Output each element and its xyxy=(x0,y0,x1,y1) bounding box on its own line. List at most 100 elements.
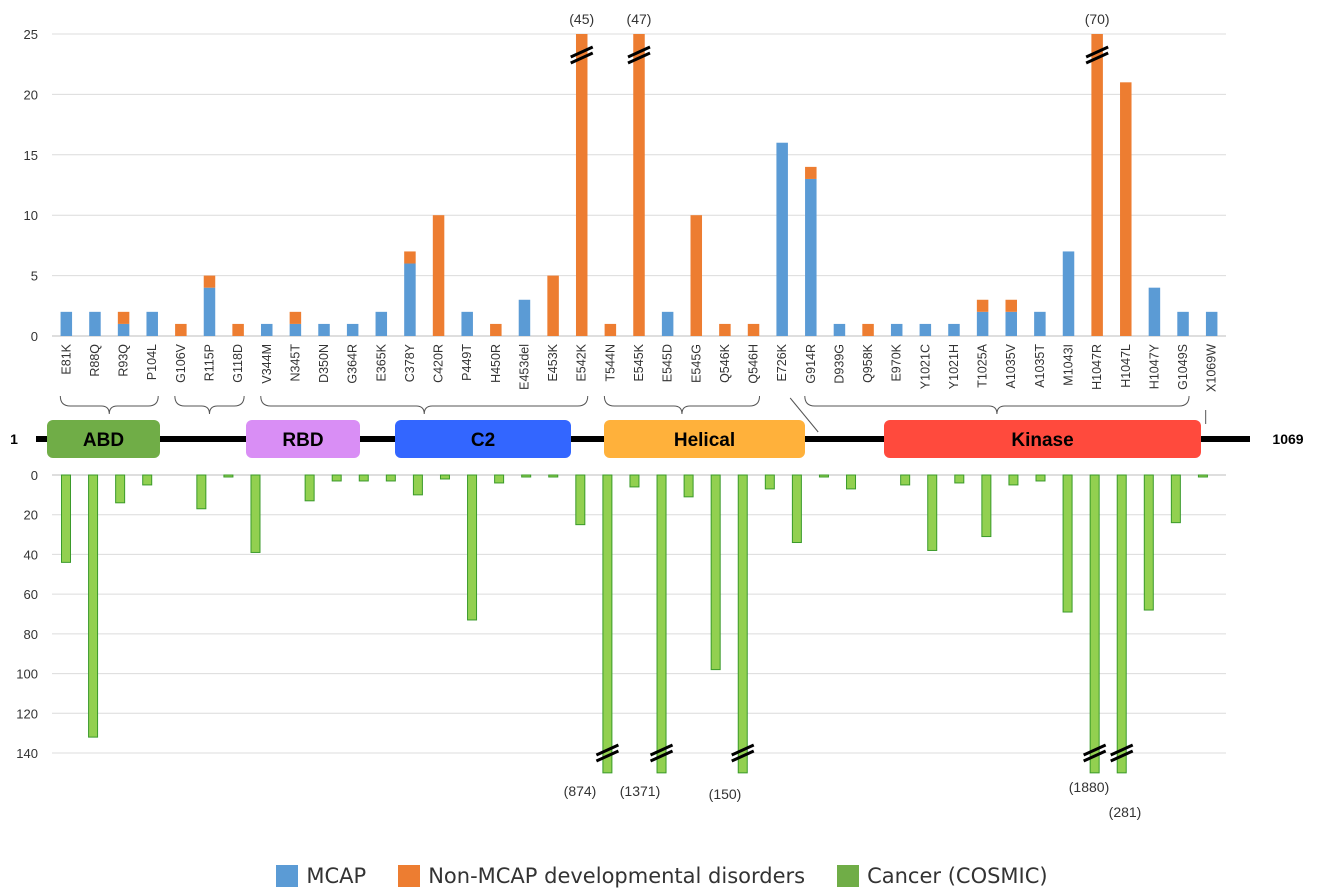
bar-cosmic-20 xyxy=(602,474,613,774)
bottom-y-tick-label: 0 xyxy=(31,468,38,483)
bar-non-mcap-a1035v xyxy=(1005,299,1017,312)
bar-non-mcap-q546h xyxy=(747,323,760,336)
bar-mcap-g914r xyxy=(805,178,817,336)
bar-mcap-n345t xyxy=(289,323,302,336)
domain-label-abd: ABD xyxy=(83,430,124,451)
legend-item-non-mcap: Non-MCAP developmental disorders xyxy=(398,864,805,888)
category-label-n345t: N345T xyxy=(288,344,302,382)
bar-non-mcap-c420r xyxy=(432,215,445,336)
bar-cosmic-29 xyxy=(846,474,857,490)
category-label-d350n: D350N xyxy=(317,344,331,383)
bar-mcap-c378y xyxy=(404,263,416,336)
top-y-tick-label: 20 xyxy=(24,87,38,102)
e726k-connector xyxy=(789,397,819,433)
bar-cosmic-23 xyxy=(683,474,694,498)
bar-cosmic-38 xyxy=(1089,474,1100,774)
bar-mcap-r93q xyxy=(117,323,130,336)
legend-item-mcap: MCAP xyxy=(276,864,366,888)
helical-bracket xyxy=(603,395,761,415)
category-label-e545d: E545D xyxy=(661,344,675,382)
bar-non-mcap-g106v xyxy=(175,323,187,336)
bottom-y-tick-label: 140 xyxy=(16,746,38,761)
category-label-y1021h: Y1021H xyxy=(947,344,961,389)
category-label-t544n: T544N xyxy=(603,344,617,382)
bar-cosmic-5 xyxy=(196,474,207,510)
category-label-p104l: P104L xyxy=(145,344,159,380)
legend-swatch-mcap xyxy=(276,865,299,887)
top-break-mark-h1047r xyxy=(1085,51,1109,65)
bar-cosmic-12 xyxy=(385,474,396,482)
bottom-break-mark-e542k xyxy=(595,749,620,763)
bar-mcap-e81k xyxy=(60,311,73,336)
category-label-h1047y: H1047Y xyxy=(1147,343,1161,389)
bottom-break-mark-h1047l xyxy=(1110,743,1134,757)
bar-cosmic-24 xyxy=(710,474,721,671)
bar-cosmic-1 xyxy=(88,474,99,738)
domain-box-c2 xyxy=(395,420,571,458)
bar-mcap-m1043i xyxy=(1062,251,1075,336)
category-label-y1021c: Y1021C xyxy=(918,344,932,389)
bar-non-mcap-e542k xyxy=(575,34,588,336)
bar-mcap-y1021c xyxy=(919,323,932,336)
bottom-break-mark-e545k xyxy=(649,743,674,757)
bar-non-mcap-g118d xyxy=(232,323,244,336)
c2-bracket xyxy=(260,395,589,415)
bar-cosmic-36 xyxy=(1035,474,1046,482)
bar-mcap-d939g xyxy=(833,323,846,336)
bar-cosmic-19 xyxy=(575,474,586,526)
bar-mcap-a1035t xyxy=(1034,311,1046,336)
bottom-break-mark-e542k xyxy=(595,743,620,757)
category-label-a1035v: A1035V xyxy=(1004,343,1018,388)
bar-cosmic-6 xyxy=(223,474,234,478)
category-label-h450r: H450R xyxy=(489,344,503,383)
bar-cosmic-40 xyxy=(1143,474,1154,611)
category-label-e545k: E545K xyxy=(632,343,646,381)
bar-cosmic-28 xyxy=(818,474,829,478)
legend: MCAP Non-MCAP developmental disorders Ca… xyxy=(0,862,1324,890)
bar-cosmic-37 xyxy=(1062,474,1073,613)
category-label-r115p: R115P xyxy=(202,344,216,381)
bar-non-mcap-h1047l xyxy=(1120,82,1132,336)
category-label-p449t: P449T xyxy=(460,344,474,381)
bar-mcap-v344m xyxy=(261,323,273,336)
bar-non-mcap-r115p xyxy=(203,275,216,288)
bar-cosmic-18 xyxy=(548,474,559,478)
bottom-y-tick-label: 80 xyxy=(24,627,38,642)
category-label-g1049s: G1049S xyxy=(1176,344,1190,390)
bar-mcap-p449t xyxy=(461,311,473,336)
domain-label-c2: C2 xyxy=(471,430,495,451)
domain-label-helical: Helical xyxy=(674,430,735,451)
category-label-g118d: G118D xyxy=(231,344,245,383)
bar-mcap-e970k xyxy=(890,323,903,336)
bar-cosmic-26 xyxy=(764,474,775,490)
legend-item-cancer: Cancer (COSMIC) xyxy=(837,864,1048,888)
top-break-mark-h1047r xyxy=(1085,45,1109,59)
bottom-break-mark-e545k xyxy=(649,749,674,763)
bottom-y-tick-label: 100 xyxy=(16,667,38,682)
bottom-break-mark-q546k xyxy=(731,743,755,757)
bar-cosmic-35 xyxy=(1008,474,1019,486)
bottom-y-tick-label: 60 xyxy=(24,587,38,602)
top-break-mark-e545k xyxy=(627,51,651,65)
category-label-h1047l: H1047L xyxy=(1119,344,1133,388)
bar-cosmic-9 xyxy=(304,474,315,502)
bar-cosmic-25 xyxy=(737,474,748,774)
bar-cosmic-7 xyxy=(250,474,261,553)
kinase-bracket xyxy=(804,395,1190,415)
bottom-break-mark-h1047l xyxy=(1110,749,1134,763)
category-label-c420r: C420R xyxy=(432,344,446,383)
bottom-break-mark-h1047r xyxy=(1083,743,1107,757)
bar-cosmic-3 xyxy=(142,474,153,486)
top-break-label-e545k: (47) xyxy=(627,11,652,27)
bar-cosmic-31 xyxy=(900,474,911,486)
top-y-tick-label: 25 xyxy=(24,27,38,42)
abd-rbd-linker-bracket xyxy=(174,395,245,415)
category-label-q546k: Q546K xyxy=(718,343,732,383)
bar-cosmic-39 xyxy=(1116,474,1127,774)
top-y-tick-label: 0 xyxy=(31,329,38,344)
legend-label-mcap: MCAP xyxy=(306,864,367,888)
bar-mcap-p104l xyxy=(146,311,158,336)
bottom-break-mark-q546k xyxy=(731,749,755,763)
legend-swatch-cancer xyxy=(837,865,860,887)
protein-end-label: 1069 xyxy=(1272,431,1303,447)
